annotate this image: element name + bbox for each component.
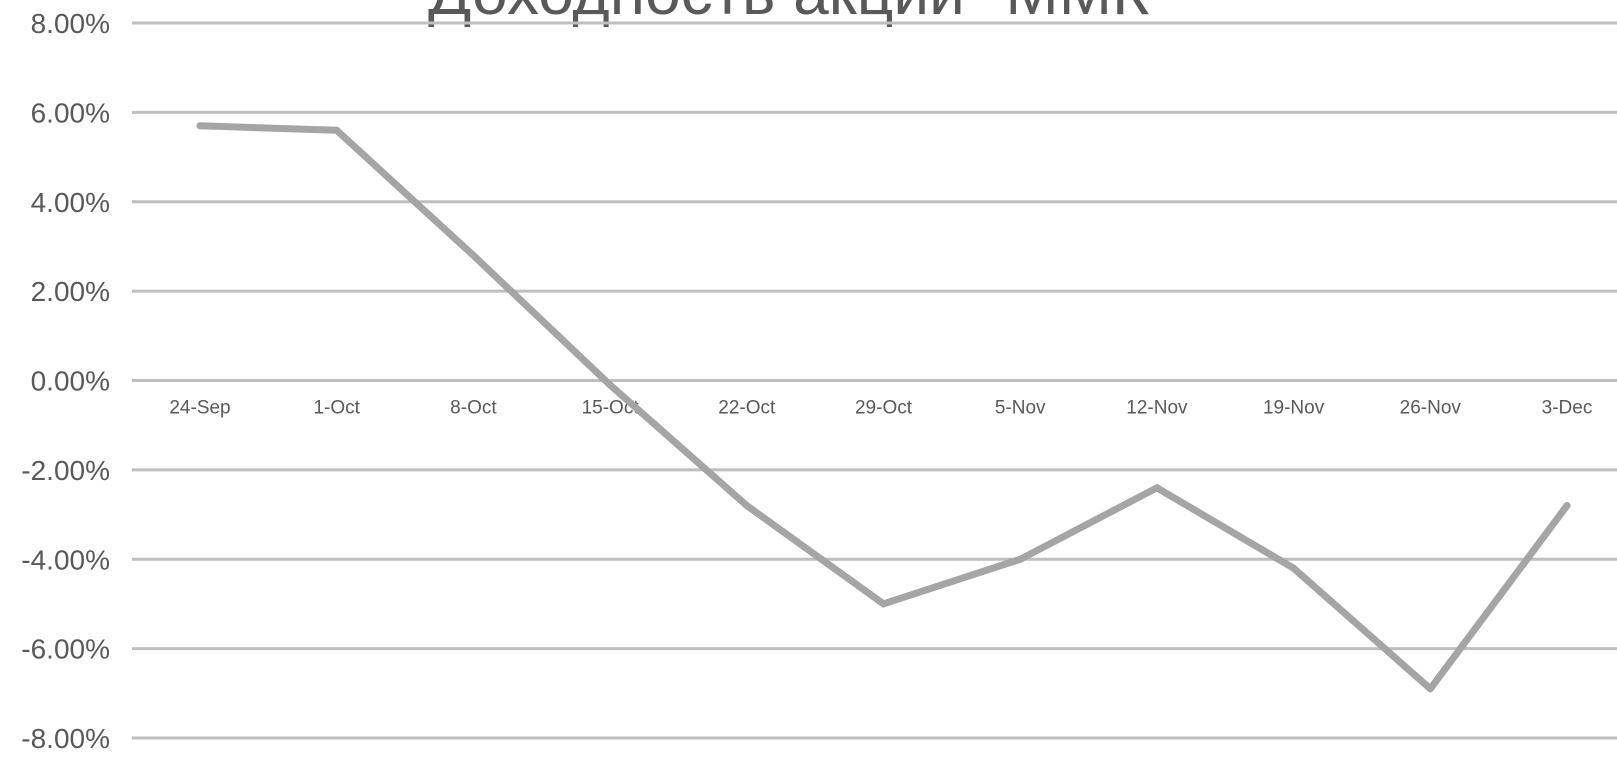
x-axis: 24-Sep 1-Oct 8-Oct 15-Oct 22-Oct 29-Oct 5-Nov 1… [169,398,1592,419]
y-tick-label: 6.00% [31,97,110,128]
data-point [333,126,341,134]
y-tick-label: -6.00% [21,634,110,665]
x-tick-label: 24-Sep [169,398,230,419]
y-tick-label: -2.00% [21,455,110,486]
data-point [1563,502,1571,510]
data-point [1426,685,1434,693]
y-tick-label: 8.00% [31,8,110,39]
gridlines [132,21,1617,740]
x-tick-label: 12-Nov [1126,398,1188,419]
y-axis: 8.00% 6.00% 4.00% 2.00% 0.00% -2.00% -4.00% -6.… [21,8,110,754]
y-tick-label: 2.00% [31,276,110,307]
x-tick-label: 19-Nov [1263,398,1325,419]
y-tick-label: -4.00% [21,544,110,575]
data-point [1290,564,1298,572]
data-point [1016,555,1024,563]
data-point [1153,484,1161,492]
x-tick-label: 26-Nov [1400,398,1462,419]
y-tick-label: -8.00% [21,723,110,754]
y-tick-label: 4.00% [31,187,110,218]
x-tick-label: 22-Oct [718,398,776,419]
data-point [469,251,477,259]
x-tick-label: 29-Oct [855,398,913,419]
x-tick-label: 5-Nov [995,398,1046,419]
data-point [606,381,614,389]
y-tick-label: 0.00% [31,366,110,397]
x-tick-label: 15-Oct [582,398,640,419]
data-point [196,122,204,130]
series-layer [196,122,1571,693]
x-tick-label: 8-Oct [450,398,497,419]
data-point [880,600,887,608]
x-tick-label: 1-Oct [313,398,360,419]
data-point [743,502,751,510]
x-tick-label: 3-Dec [1542,398,1593,419]
